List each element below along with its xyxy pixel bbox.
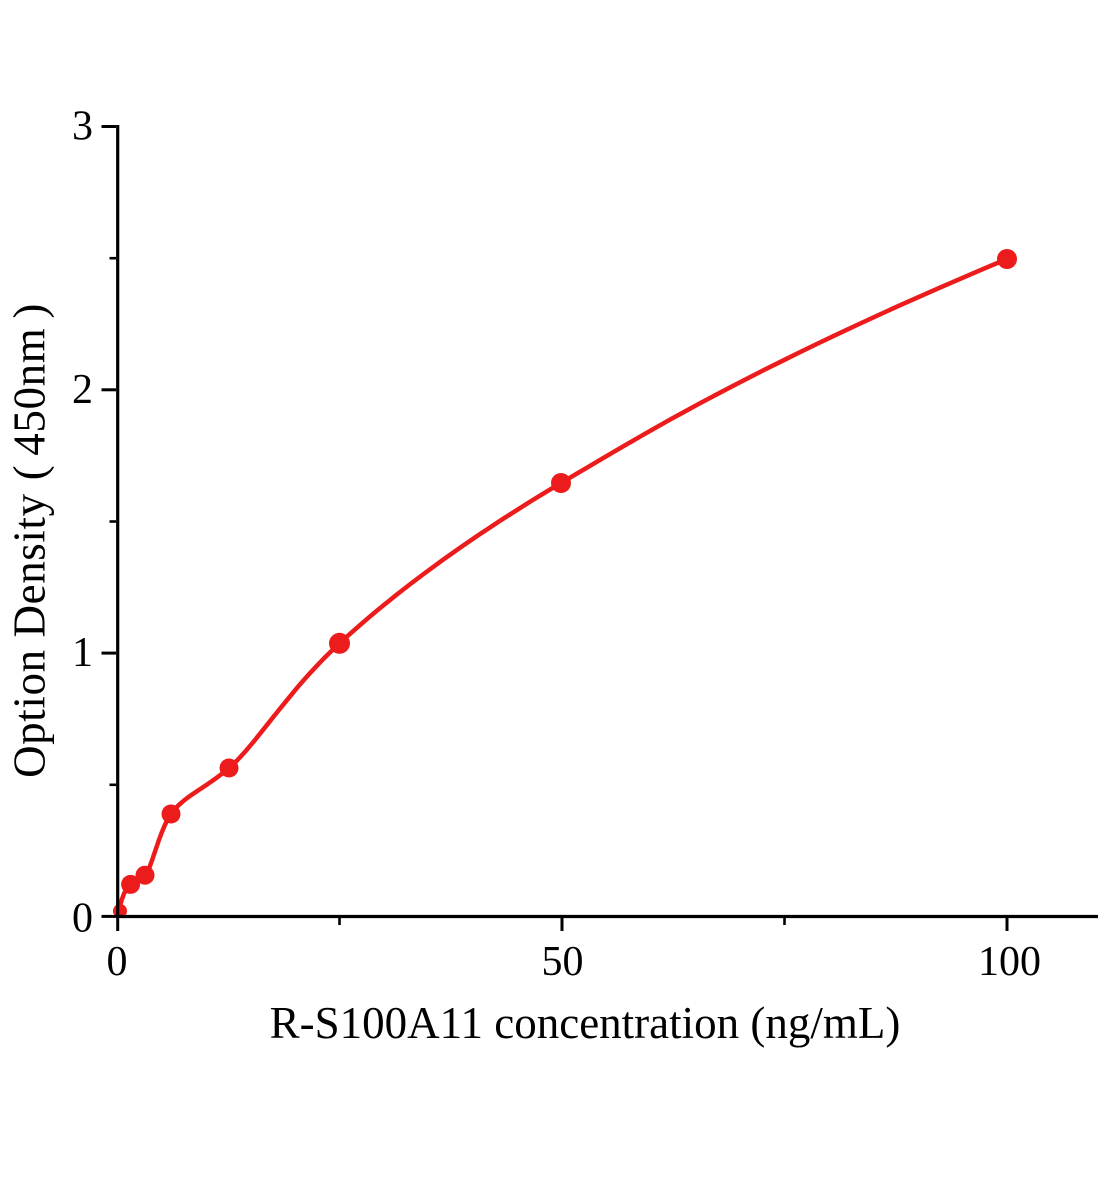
svg-text:1: 1 — [72, 630, 93, 676]
svg-text:3: 3 — [72, 104, 93, 150]
svg-text:100: 100 — [978, 939, 1041, 985]
svg-text:0: 0 — [72, 896, 93, 942]
svg-text:0: 0 — [107, 939, 128, 985]
svg-text:Option Density(450nm): Option Density(450nm) — [5, 303, 55, 778]
svg-text:R-S100A11 concentration (ng/mL: R-S100A11 concentration (ng/mL) — [270, 998, 901, 1048]
svg-text:50: 50 — [542, 939, 584, 985]
svg-text:2: 2 — [72, 367, 93, 413]
